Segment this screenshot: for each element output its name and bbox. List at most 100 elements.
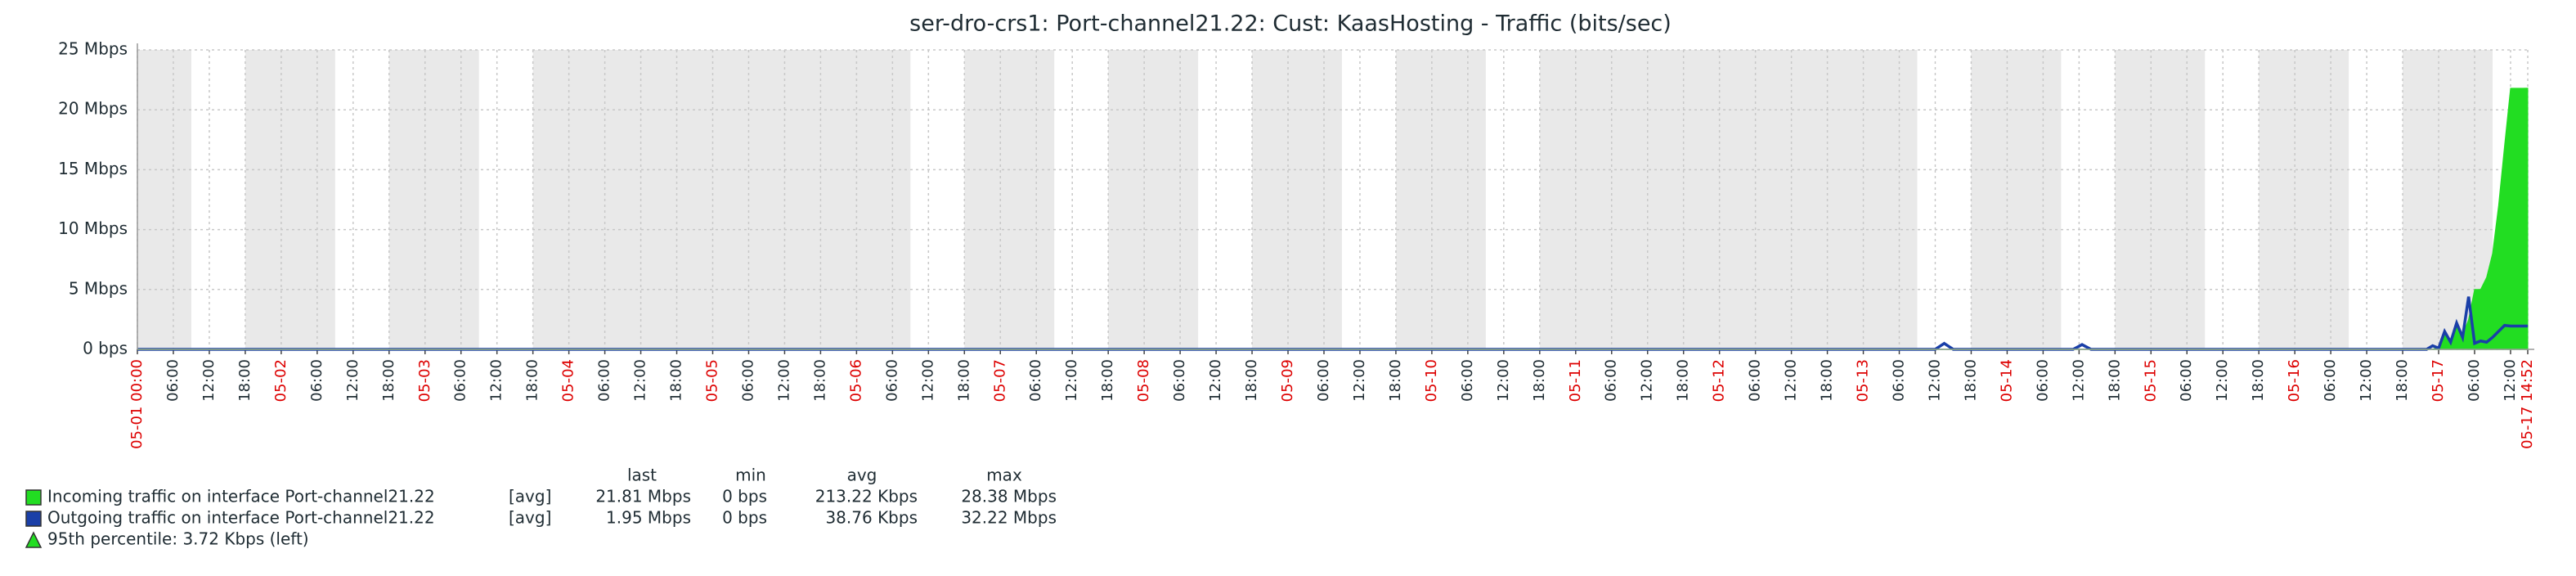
x-tick-label: 12:00 <box>1783 359 1800 402</box>
y-tick-label: 5 Mbps <box>69 278 128 298</box>
x-tick-label: 12:00 <box>2214 359 2231 402</box>
x-tick-label: 06:00 <box>2178 359 2195 402</box>
x-tick-label: 12:00 <box>1639 359 1656 402</box>
legend-header: min <box>735 466 766 485</box>
x-tick-label: 12:00 <box>2502 359 2519 402</box>
legend-stat: 28.38 Mbps <box>961 487 1057 506</box>
x-tick-label: 05-16 <box>2286 359 2303 402</box>
x-tick-label: 05-03 <box>416 359 433 402</box>
x-tick-label: 06:00 <box>452 359 469 402</box>
shaded-period <box>2115 50 2206 349</box>
x-tick-label: 05-13 <box>1855 359 1872 402</box>
x-tick-label: 18:00 <box>1819 359 1836 402</box>
x-tick-label: 06:00 <box>164 359 182 402</box>
legend-stat: 0 bps <box>722 487 767 506</box>
x-tick-label: 06:00 <box>1747 359 1764 402</box>
x-tick-label: 18:00 <box>668 359 685 402</box>
x-tick-label: 18:00 <box>1099 359 1116 402</box>
x-tick-label: 18:00 <box>811 359 828 402</box>
x-tick-label: 18:00 <box>524 359 541 402</box>
x-tick-label: 05-17 <box>2430 359 2447 402</box>
y-tick-label: 20 Mbps <box>58 99 128 119</box>
x-tick-label: 05-06 <box>847 359 864 402</box>
legend-header: last <box>627 466 657 485</box>
x-tick-label: 18:00 <box>1962 359 1979 402</box>
y-tick-label: 10 Mbps <box>58 218 128 238</box>
x-tick-label: 06:00 <box>1315 359 1332 402</box>
shaded-period <box>1252 50 1342 349</box>
x-tick-label: 06:00 <box>1027 359 1044 402</box>
series-line <box>137 296 2528 351</box>
x-tick-label: 18:00 <box>1243 359 1260 402</box>
x-tick-label: 06:00 <box>883 359 900 402</box>
legend-stat: 38.76 Kbps <box>825 508 918 528</box>
x-tick-label: 18:00 <box>1675 359 1692 402</box>
legend-swatch <box>25 489 42 506</box>
x-tick-label: 12:00 <box>775 359 792 402</box>
x-tick-label: 06:00 <box>1603 359 1620 402</box>
x-tick-label: 18:00 <box>236 359 254 402</box>
shaded-period <box>388 50 479 349</box>
x-tick-label: 05-14 <box>1998 359 2015 402</box>
x-tick-label: 05-07 <box>991 359 1008 402</box>
legend-label: Outgoing traffic on interface Port-chann… <box>47 508 435 528</box>
shaded-period <box>137 50 191 349</box>
x-tick-label: 18:00 <box>2250 359 2267 402</box>
x-tick-label: 12:00 <box>1207 359 1224 402</box>
x-tick-label: 12:00 <box>919 359 936 402</box>
legend-label: Incoming traffic on interface Port-chann… <box>47 487 435 506</box>
x-tick-label: 06:00 <box>2466 359 2483 402</box>
x-tick-label: 06:00 <box>1171 359 1188 402</box>
x-tick-label: 06:00 <box>596 359 613 402</box>
x-tick-label: 12:00 <box>344 359 361 402</box>
legend-stat: 1.95 Mbps <box>606 508 691 528</box>
x-tick-label: 12:00 <box>1063 359 1080 402</box>
x-tick-label: 05-11 <box>1567 359 1584 402</box>
shaded-period <box>245 50 335 349</box>
shaded-period <box>532 50 911 349</box>
x-tick-label: 12:00 <box>2358 359 2375 402</box>
x-tick-label: 12:00 <box>488 359 505 402</box>
legend-func: [avg] <box>509 487 551 506</box>
x-tick-label: 12:00 <box>200 359 218 402</box>
x-tick-label: 18:00 <box>1531 359 1548 402</box>
legend-func: [avg] <box>509 508 551 528</box>
x-tick-label: 05-01 00:00 <box>128 359 146 449</box>
legend-stat: 32.22 Mbps <box>961 508 1057 528</box>
y-tick-label: 25 Mbps <box>58 39 128 59</box>
chart-title: ser-dro-crs1: Port-channel21.22: Cust: K… <box>909 11 1672 37</box>
x-tick-label: 18:00 <box>1387 359 1404 402</box>
x-tick-label: 05-04 <box>560 359 577 402</box>
legend-swatch <box>25 531 43 548</box>
legend-header: max <box>986 466 1022 485</box>
shaded-period <box>1108 50 1199 349</box>
x-tick-label: 12:00 <box>1495 359 1512 402</box>
x-tick-label: 05-05 <box>704 359 721 402</box>
x-tick-label: 06:00 <box>2034 359 2051 402</box>
x-tick-label: 06:00 <box>2322 359 2339 402</box>
x-tick-label: 18:00 <box>2106 359 2123 402</box>
x-tick-label: 12:00 <box>1351 359 1368 402</box>
x-tick-label: 05-02 <box>272 359 289 402</box>
x-tick-label: 06:00 <box>1890 359 1907 402</box>
legend-stat: 213.22 Kbps <box>815 487 918 506</box>
y-tick-label: 15 Mbps <box>58 159 128 178</box>
shaded-period <box>1539 50 1918 349</box>
x-tick-label: 05-10 <box>1423 359 1440 402</box>
x-tick-label: 05-08 <box>1135 359 1152 402</box>
y-tick-label: 0 bps <box>83 339 128 358</box>
x-tick-label: 18:00 <box>380 359 397 402</box>
x-tick-label: 06:00 <box>308 359 325 402</box>
x-tick-label: 06:00 <box>739 359 756 402</box>
x-tick-label: 18:00 <box>2394 359 2411 402</box>
legend-stat: 21.81 Mbps <box>595 487 691 506</box>
legend-label: 95th percentile: 3.72 Kbps (left) <box>47 529 309 549</box>
shaded-period <box>2259 50 2349 349</box>
x-tick-label: 12:00 <box>632 359 649 402</box>
x-tick-label: 05-12 <box>1711 359 1728 402</box>
x-tick-label: 18:00 <box>955 359 972 402</box>
x-tick-label: 05-17 14:52 <box>2519 359 2536 449</box>
legend-header: avg <box>847 466 877 485</box>
x-tick-label: 06:00 <box>1459 359 1476 402</box>
